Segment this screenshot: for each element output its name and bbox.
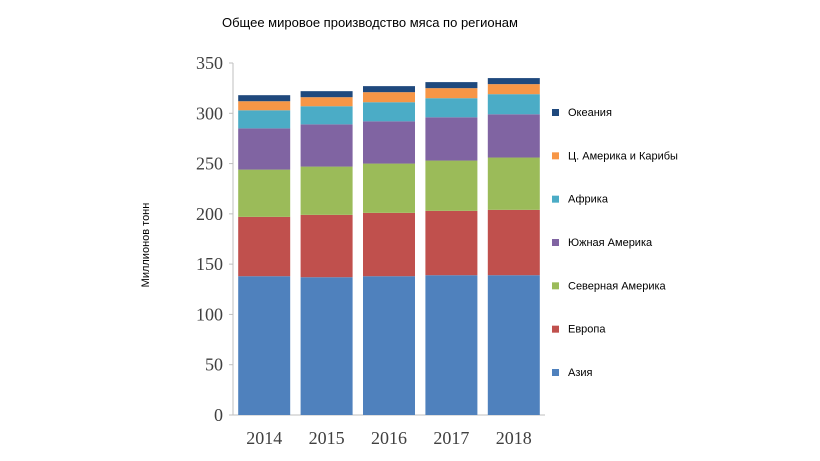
bar-segment — [487, 114, 540, 158]
bar-segment — [487, 78, 540, 85]
y-tick-label: 300 — [196, 103, 223, 123]
legend-label: Европа — [568, 324, 606, 336]
legend-swatch — [552, 195, 559, 203]
bar-segment — [487, 275, 540, 415]
bar-segment — [363, 212, 415, 277]
legend-label: Северная Америка — [568, 280, 667, 292]
bar-segment — [425, 82, 478, 89]
legend-swatch — [552, 152, 559, 160]
y-tick-label: 200 — [196, 204, 223, 224]
x-tick-label: 2015 — [309, 428, 345, 448]
y-tick-label: 0 — [214, 405, 223, 425]
y-tick-label: 50 — [205, 355, 223, 375]
bar-segment — [238, 216, 291, 277]
legend-label: Азия — [568, 367, 593, 379]
y-tick-label: 350 — [196, 53, 223, 73]
bar-segment — [300, 166, 353, 215]
legend-swatch — [552, 369, 559, 376]
bar-segment — [487, 94, 540, 115]
bar-segment — [300, 124, 353, 167]
bar-segment — [425, 98, 478, 118]
legend-label: Океания — [568, 107, 612, 119]
legend-label: Ц. Америка и Карибы — [568, 150, 678, 162]
bar-segment — [300, 97, 353, 107]
bar-segment — [238, 95, 291, 102]
legend-label: Африка — [568, 194, 609, 206]
bar-segment — [363, 163, 415, 213]
bar-segment — [487, 84, 540, 95]
legend-swatch — [552, 109, 559, 116]
bar-segment — [238, 276, 291, 415]
legend-swatch — [552, 239, 559, 246]
y-tick-label: 150 — [196, 254, 223, 274]
x-tick-label: 2016 — [371, 428, 407, 448]
legend-swatch — [552, 325, 559, 333]
bar-segment — [363, 102, 415, 122]
bar-segment — [238, 169, 291, 217]
bar-segment — [487, 209, 540, 276]
bar-segment — [300, 214, 353, 278]
bar-segment — [300, 106, 353, 125]
bar-segment — [238, 128, 291, 170]
bar-segment — [363, 121, 415, 164]
bar-segment — [363, 92, 415, 103]
bar-segment — [425, 160, 478, 211]
chart-title: Общее мировое производство мяса по регио… — [222, 15, 518, 30]
y-tick-label: 100 — [196, 304, 223, 324]
x-tick-label: 2018 — [496, 428, 532, 448]
bar-segment — [238, 110, 291, 129]
legend-label: Южная Америка — [568, 237, 653, 249]
bar-segment — [425, 275, 478, 415]
x-tick-label: 2014 — [246, 428, 282, 448]
bar-segment — [300, 91, 353, 98]
legend-swatch — [552, 282, 559, 290]
bar-segment — [425, 117, 478, 161]
bar-segment — [300, 277, 353, 415]
x-tick-label: 2017 — [433, 428, 469, 448]
bar-segment — [363, 276, 415, 415]
bar-segment — [425, 210, 478, 276]
bar-segment — [487, 157, 540, 210]
bar-segment — [363, 86, 415, 93]
bar-segment — [238, 101, 291, 111]
bar-segment — [425, 88, 478, 99]
y-tick-label: 250 — [196, 154, 223, 174]
